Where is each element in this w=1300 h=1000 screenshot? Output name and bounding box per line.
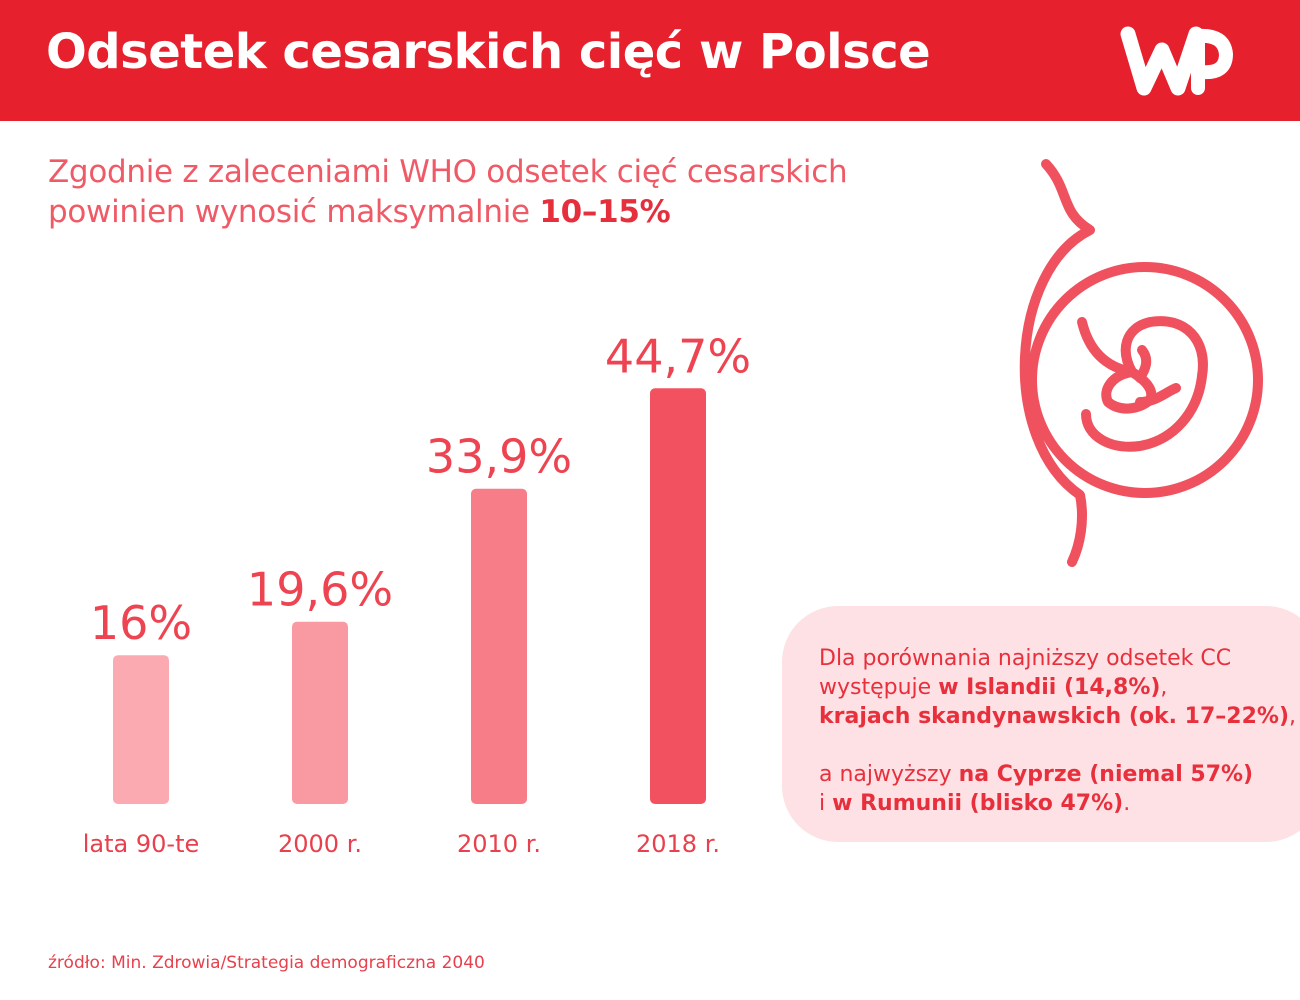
comparison-text-5c: . — [1123, 791, 1131, 816]
bar-3 — [471, 488, 527, 804]
iceland-rate: w Islandii (14,8%) — [938, 675, 1161, 700]
subtitle: Zgodnie z zaleceniami WHO odsetek cięć c… — [48, 152, 948, 232]
comparison-line-3: krajach skandynawskich (ok. 17–22%), — [819, 702, 1300, 731]
comparison-text-2c: , — [1160, 675, 1168, 700]
source-note: źródło: Min. Zdrowia/Strategia demografi… — [48, 953, 485, 973]
category-label-1: lata 90-te — [83, 830, 200, 858]
romania-rate: w Rumunii (blisko 47%) — [832, 791, 1124, 816]
category-label-4: 2018 r. — [636, 830, 720, 858]
bar-2 — [292, 621, 348, 804]
comparison-line-5: i w Rumunii (blisko 47%). — [819, 789, 1300, 818]
subtitle-line-1: Zgodnie z zaleceniami WHO odsetek cięć c… — [48, 154, 848, 190]
category-label-3: 2010 r. — [457, 830, 541, 858]
page-title: Odsetek cesarskich cięć w Polsce — [46, 24, 931, 80]
comparison-line-4: a najwyższy na Cyprze (niemal 57%) — [819, 760, 1300, 789]
comparison-spacer — [819, 731, 1300, 760]
comparison-box: Dla porównania najniższy odsetek CC wyst… — [782, 606, 1300, 842]
comparison-text-1: Dla porównania najniższy odsetek CC — [819, 646, 1232, 671]
subtitle-line-2: powinien wynosić maksymalnie 10–15% — [48, 192, 948, 232]
bar-value-label-1: 16% — [90, 596, 192, 650]
comparison-line-1: Dla porównania najniższy odsetek CC — [819, 644, 1300, 673]
subtitle-line-2-text: powinien wynosić maksymalnie — [48, 194, 540, 230]
bar-value-label-2: 19,6% — [247, 563, 393, 617]
comparison-text-2a: występuje — [819, 675, 939, 700]
comparison-line-2: występuje w Islandii (14,8%), — [819, 673, 1300, 702]
category-label-2: 2000 r. — [278, 830, 362, 858]
bar-1 — [113, 655, 169, 804]
scandinavia-rate: krajach skandynawskich (ok. 17–22%) — [819, 704, 1290, 729]
cyprus-rate: na Cyprze (niemal 57%) — [958, 762, 1254, 787]
bar-value-label-3: 33,9% — [426, 430, 572, 484]
who-recommended-range: 10–15% — [539, 194, 671, 230]
comparison-text-4a: a najwyższy — [819, 762, 959, 787]
wp-logo — [1120, 26, 1233, 96]
bar-4 — [650, 388, 706, 804]
pregnancy-fetus-icon — [1019, 159, 1263, 567]
bar-value-label-4: 44,7% — [605, 329, 751, 383]
comparison-text-3b: , — [1289, 704, 1297, 729]
header-bar: Odsetek cesarskich cięć w Polsce — [0, 0, 1300, 121]
comparison-text-5a: i — [819, 791, 833, 816]
